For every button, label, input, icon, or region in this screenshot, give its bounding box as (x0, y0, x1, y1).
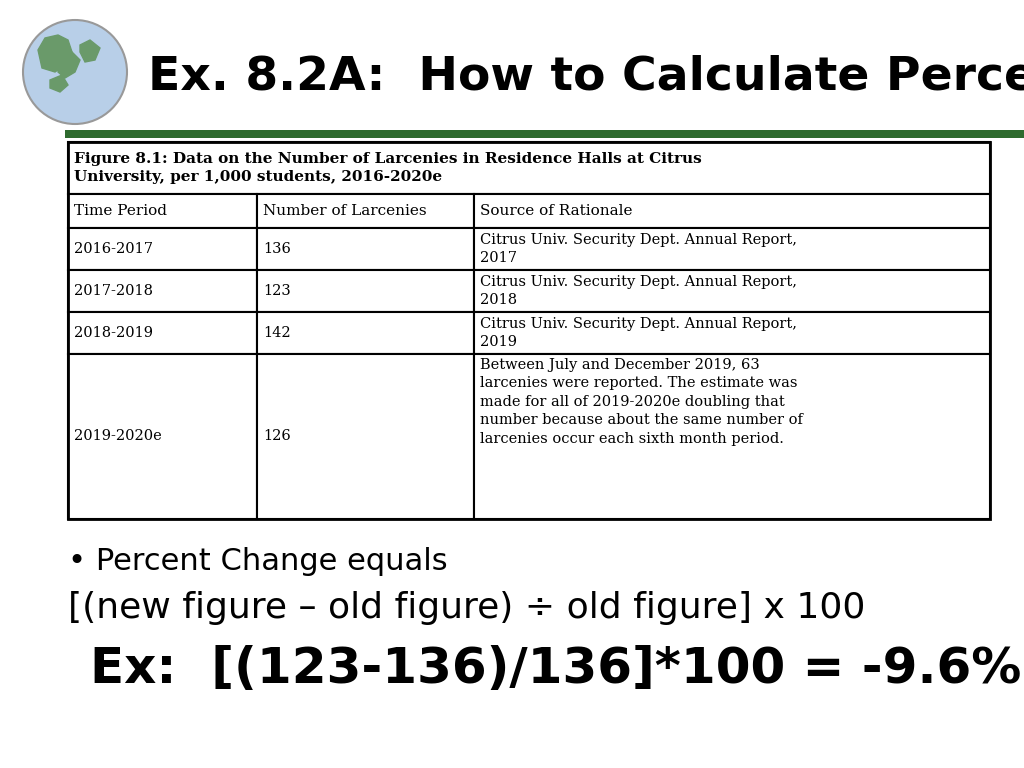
Bar (474, 270, 990, 312)
Text: Citrus Univ. Security Dept. Annual Report,
2017: Citrus Univ. Security Dept. Annual Repor… (479, 233, 797, 265)
Polygon shape (58, 52, 80, 78)
Bar (68, 142, 990, 194)
Bar (68, 312, 257, 354)
Polygon shape (38, 35, 72, 72)
Bar (474, 312, 990, 354)
Bar (257, 228, 474, 270)
Text: 2018-2019: 2018-2019 (74, 326, 153, 340)
Polygon shape (80, 40, 100, 62)
Text: [(new figure – old figure) ÷ old figure] x 100: [(new figure – old figure) ÷ old figure]… (68, 591, 865, 625)
Bar (257, 194, 474, 228)
Text: 2017-2018: 2017-2018 (74, 284, 153, 298)
Polygon shape (50, 75, 68, 92)
Text: 123: 123 (263, 284, 291, 298)
Bar (68, 228, 257, 270)
Bar (68, 354, 257, 519)
Bar (257, 312, 474, 354)
Text: Ex:  [(123-136)/136]*100 = -9.6%: Ex: [(123-136)/136]*100 = -9.6% (90, 645, 1021, 693)
Text: 2019-2020e: 2019-2020e (74, 429, 162, 443)
Text: • Percent Change equals: • Percent Change equals (68, 547, 447, 576)
Bar (68, 194, 257, 228)
Bar (68, 142, 990, 519)
Bar (474, 228, 990, 270)
Text: Time Period: Time Period (74, 204, 167, 218)
Circle shape (23, 20, 127, 124)
Text: 136: 136 (263, 242, 291, 256)
Bar (474, 354, 990, 519)
Text: 142: 142 (263, 326, 291, 340)
Text: Number of Larcenies: Number of Larcenies (263, 204, 427, 218)
Text: Source of Rationale: Source of Rationale (479, 204, 632, 218)
Text: Figure 8.1: Data on the Number of Larcenies in Residence Halls at Citrus
Univers: Figure 8.1: Data on the Number of Larcen… (74, 152, 701, 184)
Bar (257, 354, 474, 519)
Bar (65, 130, 1024, 138)
Bar (474, 194, 990, 228)
Text: 126: 126 (263, 429, 291, 443)
Text: Citrus Univ. Security Dept. Annual Report,
2019: Citrus Univ. Security Dept. Annual Repor… (479, 317, 797, 349)
Text: Ex. 8.2A:  How to Calculate Percent Change: Ex. 8.2A: How to Calculate Percent Chang… (148, 55, 1024, 101)
Text: Between July and December 2019, 63
larcenies were reported. The estimate was
mad: Between July and December 2019, 63 larce… (479, 358, 803, 445)
Bar (257, 270, 474, 312)
Text: Citrus Univ. Security Dept. Annual Report,
2018: Citrus Univ. Security Dept. Annual Repor… (479, 275, 797, 307)
Bar (68, 270, 257, 312)
Text: 2016-2017: 2016-2017 (74, 242, 153, 256)
